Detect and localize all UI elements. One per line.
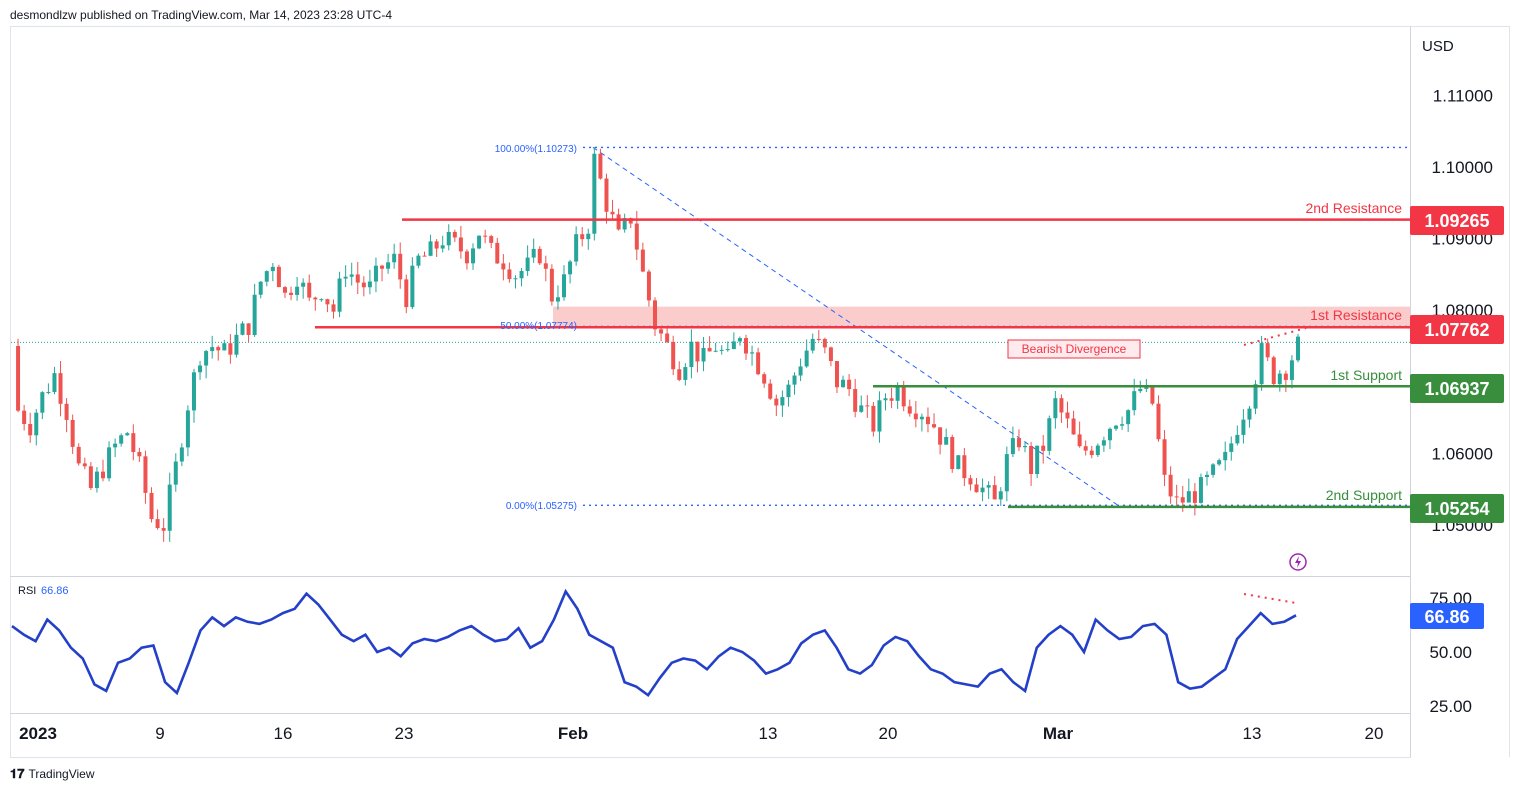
publisher-credit: desmondlzw published on TradingView.com,… — [10, 8, 392, 22]
tradingview-logo[interactable]: 𝟏𝟕 TradingView — [10, 766, 95, 782]
price-chart-pane[interactable] — [10, 26, 1411, 577]
price-scale[interactable] — [1410, 26, 1510, 757]
tv-icon: 𝟏𝟕 — [10, 766, 25, 781]
tv-brand-text: TradingView — [28, 767, 95, 781]
time-scale[interactable] — [10, 713, 1411, 758]
rsi-pane[interactable] — [10, 576, 1411, 714]
